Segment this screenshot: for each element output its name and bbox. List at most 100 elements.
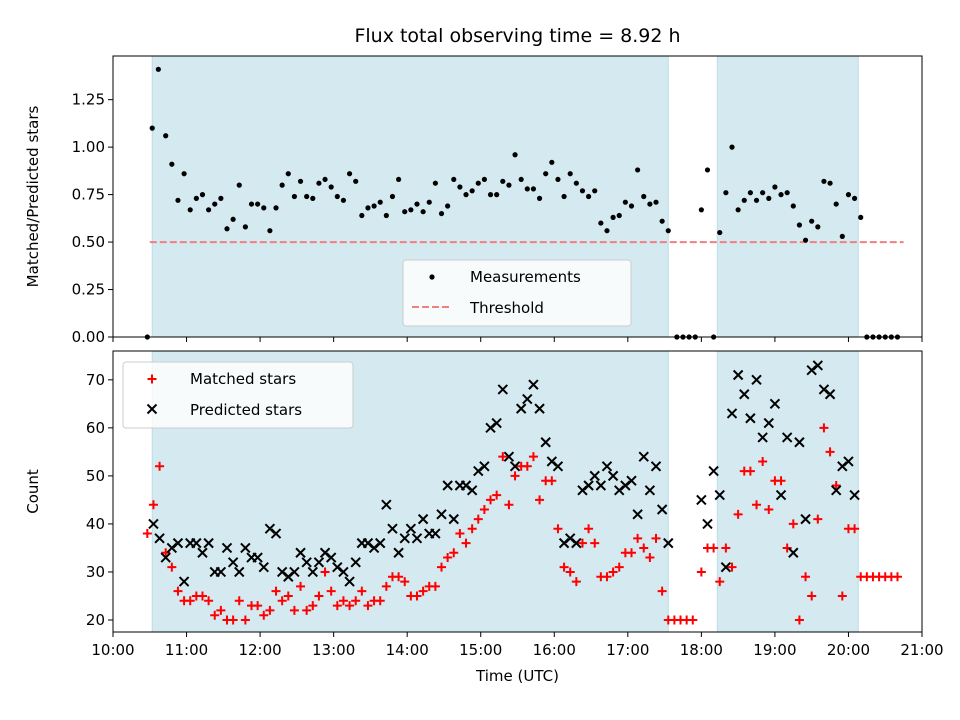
measurement-point <box>487 192 494 198</box>
measurement-point <box>475 180 481 186</box>
measurement-point <box>747 190 753 196</box>
predicted-stars-point <box>160 552 171 563</box>
predicted-stars-point <box>197 547 208 558</box>
measurement-point <box>451 176 457 183</box>
measurement-point <box>224 226 230 232</box>
matched-stars-point <box>850 524 860 534</box>
predicted-stars-point <box>350 557 361 568</box>
matched-stars-point <box>394 572 404 582</box>
predicted-stars-point <box>751 374 762 386</box>
matched-stars-point <box>577 538 587 548</box>
measurement-point <box>389 193 396 200</box>
matched-stars-point <box>204 596 214 606</box>
matched-stars-point <box>283 591 293 601</box>
measurement-point <box>790 203 796 209</box>
predicted-stars-point <box>775 489 787 501</box>
predicted-stars-point <box>745 413 756 424</box>
measurement-point <box>420 209 426 215</box>
matched-stars-point <box>320 567 330 577</box>
predicted-stars-point <box>522 393 533 405</box>
predicted-stars-point <box>295 547 306 558</box>
matched-stars-point <box>651 533 661 543</box>
matched-stars-point <box>461 538 471 548</box>
y-tick-label: 0.50 <box>72 233 105 251</box>
measurement-point <box>616 212 622 219</box>
matched-stars-point <box>831 480 841 490</box>
predicted-stars-point <box>154 533 165 544</box>
matched-stars-point <box>510 471 520 481</box>
measurement-point <box>659 218 665 224</box>
predicted-stars-point <box>650 461 662 472</box>
matched-stars-point <box>559 562 569 572</box>
y-tick-label: 0.00 <box>72 328 105 346</box>
measurement-point <box>242 224 248 230</box>
matched-stars-point <box>522 461 532 471</box>
predicted-stars-point <box>739 389 750 400</box>
predicted-stars-point <box>215 566 227 578</box>
matched-stars-point <box>571 577 581 587</box>
measurement-point <box>426 199 432 205</box>
measurement-point <box>432 180 438 186</box>
measurement-point <box>463 192 469 198</box>
x-tick-label: 16:00 <box>533 641 576 659</box>
predicted-stars-point <box>178 576 190 587</box>
measurement-point <box>622 199 628 205</box>
measurement-point <box>802 237 809 243</box>
matched-stars-point <box>819 423 829 433</box>
predicted-stars-point <box>325 552 337 563</box>
predicted-stars-point <box>794 437 805 448</box>
measurement-point <box>267 228 273 234</box>
y-tick-label: 40 <box>86 515 105 533</box>
matched-stars-point <box>639 543 649 553</box>
legend-box <box>402 259 632 327</box>
matched-stars-point <box>455 529 465 539</box>
measurement-point <box>809 218 815 224</box>
measurement-point <box>579 188 586 194</box>
predicted-stars-point <box>534 403 545 414</box>
measurement-point <box>741 197 747 203</box>
matched-stars-point <box>357 586 367 596</box>
matched-stars-point <box>314 591 324 601</box>
matched-stars-point <box>412 591 422 601</box>
predicted-stars-point <box>656 504 668 515</box>
matched-stars-point <box>308 601 318 611</box>
predicted-stars-point <box>375 537 386 549</box>
y-tick-label: 70 <box>86 371 105 389</box>
measurement-point <box>598 220 604 226</box>
measurement-point <box>494 192 500 198</box>
measurement-point <box>717 229 723 236</box>
predicted-stars-point <box>781 432 793 443</box>
matched-stars-point <box>721 543 731 553</box>
measurement-point <box>653 199 659 205</box>
predicted-stars-point <box>503 451 515 462</box>
measurement-point <box>827 180 833 186</box>
predicted-stars-point <box>702 518 713 530</box>
predicted-stars-point <box>732 369 744 381</box>
matched-stars-point <box>173 586 183 596</box>
measurement-point <box>187 207 193 213</box>
matched-stars-point <box>657 586 667 596</box>
predicted-stars-point <box>632 509 643 520</box>
measurement-point <box>248 201 255 207</box>
predicted-stars-point <box>313 557 325 568</box>
matched-stars-point <box>277 596 287 606</box>
matched-stars-point <box>326 586 336 596</box>
measurement-point <box>536 195 543 201</box>
measurement-point <box>604 228 610 234</box>
matched-stars-point <box>437 562 447 572</box>
y-tick-label: 50 <box>86 467 105 485</box>
measurement-point <box>365 205 371 211</box>
measurement-point <box>304 193 310 200</box>
measurement-point <box>778 192 784 198</box>
predicted-stars-point <box>638 451 649 462</box>
measurement-point <box>359 212 365 219</box>
y-axis-label: Matched/Predicted stars <box>24 106 42 288</box>
measurement-point <box>353 178 359 184</box>
measurement-point <box>291 193 298 200</box>
predicted-stars-point <box>289 566 300 578</box>
measurement-point <box>821 178 827 184</box>
measurement-point <box>839 233 845 239</box>
measurement-point <box>199 192 206 198</box>
measurement-point <box>346 171 353 177</box>
matched-stars-point <box>794 615 804 625</box>
